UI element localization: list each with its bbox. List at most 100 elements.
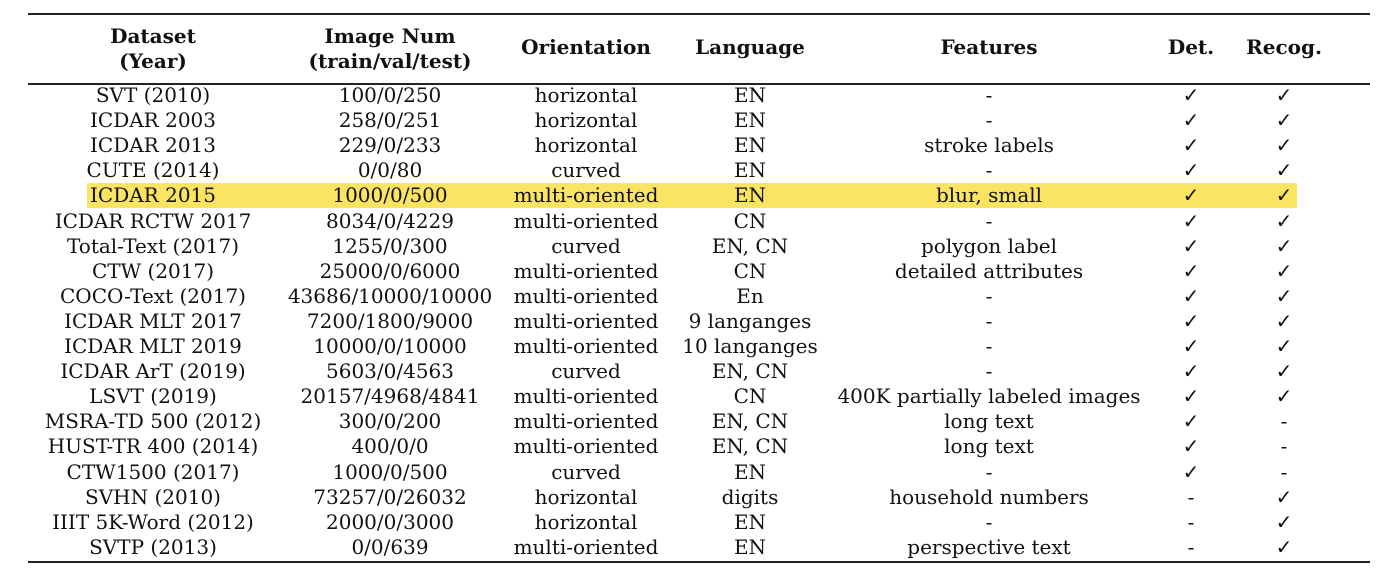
cell-det: ✓ [1182,384,1200,409]
cell-images: 400/0/0 [351,434,429,459]
cell-orientation: multi-oriented [513,283,659,308]
cell-features: perspective text [907,534,1071,559]
cell-recog: ✓ [1275,183,1293,208]
header-dataset-line1: Dataset [110,24,196,48]
cell-dataset: ICDAR 2013 [90,133,216,158]
cell-det: ✓ [1182,409,1200,434]
cell-orientation: horizontal [534,509,638,534]
cell-features: - [985,283,993,308]
cell-orientation: multi-oriented [513,208,659,233]
cell-recog: - [1280,434,1288,459]
cell-recog: ✓ [1275,359,1293,384]
header-language: Language [695,35,805,59]
cell-images: 0/0/80 [357,158,423,183]
cell-orientation: horizontal [534,133,638,158]
cell-features: - [985,208,993,233]
cell-recog: ✓ [1275,384,1293,409]
cell-language: digits [721,484,779,509]
cell-det: ✓ [1182,208,1200,233]
cell-recog: ✓ [1275,108,1293,133]
cell-features: - [985,108,993,133]
cell-images: 258/0/251 [338,108,442,133]
cell-language: En [736,283,764,308]
cell-images: 8034/0/4229 [326,208,454,233]
cell-orientation: multi-oriented [513,384,659,409]
cell-dataset: SVHN (2010) [85,484,221,509]
top-rule [28,13,1370,15]
cell-features: household numbers [889,484,1089,509]
cell-orientation: multi-oriented [513,258,659,283]
header-features: Features [940,35,1038,59]
cell-det: ✓ [1182,83,1200,107]
header-rule [28,83,1370,85]
cell-language: EN, CN [711,359,789,384]
cell-features: - [985,158,993,183]
cell-dataset: CUTE (2014) [86,158,220,183]
cell-recog: ✓ [1275,233,1293,258]
cell-recog: ✓ [1275,283,1293,308]
cell-images: 43686/10000/10000 [287,283,493,308]
cell-recog: ✓ [1275,83,1293,107]
cell-features: - [985,509,993,534]
header-recog: Recog. [1246,35,1322,59]
cell-images: 2000/0/3000 [326,509,454,534]
cell-features: long text [944,409,1034,434]
cell-images: 20157/4968/4841 [300,384,480,409]
cell-features: - [985,83,993,107]
cell-det: ✓ [1182,334,1200,358]
cell-features: 400K partially labeled images [837,384,1141,409]
cell-dataset: ICDAR 2015 [90,183,216,208]
cell-orientation: multi-oriented [513,409,659,434]
cell-orientation: curved [551,359,621,384]
header-dataset: Dataset (Year) [110,24,196,74]
cell-recog: ✓ [1275,334,1293,358]
cell-det: - [1187,484,1195,509]
cell-dataset: COCO-Text (2017) [60,283,246,308]
cell-images: 25000/0/6000 [319,258,461,283]
cell-orientation: multi-oriented [513,434,659,459]
cell-language: EN [733,534,767,559]
cell-images: 1255/0/300 [332,233,448,258]
cell-language: CN [733,208,767,233]
cell-recog: ✓ [1275,133,1293,158]
cell-recog: ✓ [1275,208,1293,233]
cell-recog: ✓ [1275,484,1293,509]
cell-images: 0/0/639 [351,534,429,559]
cell-images: 229/0/233 [338,133,442,158]
cell-orientation: horizontal [534,108,638,133]
cell-language: EN [733,83,767,107]
cell-images: 10000/0/10000 [313,334,467,358]
header-det: Det. [1167,35,1215,59]
cell-dataset: SVTP (2013) [89,534,217,559]
cell-det: - [1187,534,1195,559]
cell-features: - [985,459,993,484]
cell-dataset: SVT (2010) [95,83,211,107]
cell-recog: ✓ [1275,158,1293,183]
cell-dataset: CTW1500 (2017) [66,459,240,484]
cell-images: 73257/0/26032 [313,484,467,509]
cell-orientation: multi-oriented [513,534,659,559]
cell-orientation: multi-oriented [513,308,659,333]
cell-dataset: ICDAR MLT 2019 [64,334,242,358]
cell-features: stroke labels [924,133,1054,158]
cell-language: CN [733,258,767,283]
cell-dataset: ICDAR RCTW 2017 [54,208,252,233]
cell-features: long text [944,434,1034,459]
cell-images: 5603/0/4563 [326,359,454,384]
cell-orientation: multi-oriented [513,183,659,208]
cell-features: blur, small [935,183,1043,208]
cell-det: ✓ [1182,108,1200,133]
cell-features: - [985,359,993,384]
cell-language: EN, CN [711,233,789,258]
cell-recog: - [1280,459,1288,484]
cell-orientation: curved [551,158,621,183]
header-images-line1: Image Num [324,24,456,48]
cell-language: EN [733,509,767,534]
cell-dataset: LSVT (2019) [89,384,217,409]
cell-det: ✓ [1182,308,1200,333]
cell-det: ✓ [1182,258,1200,283]
cell-language: EN [733,133,767,158]
cell-orientation: curved [551,233,621,258]
cell-recog: ✓ [1275,258,1293,283]
header-images: Image Num (train/val/test) [308,24,471,74]
